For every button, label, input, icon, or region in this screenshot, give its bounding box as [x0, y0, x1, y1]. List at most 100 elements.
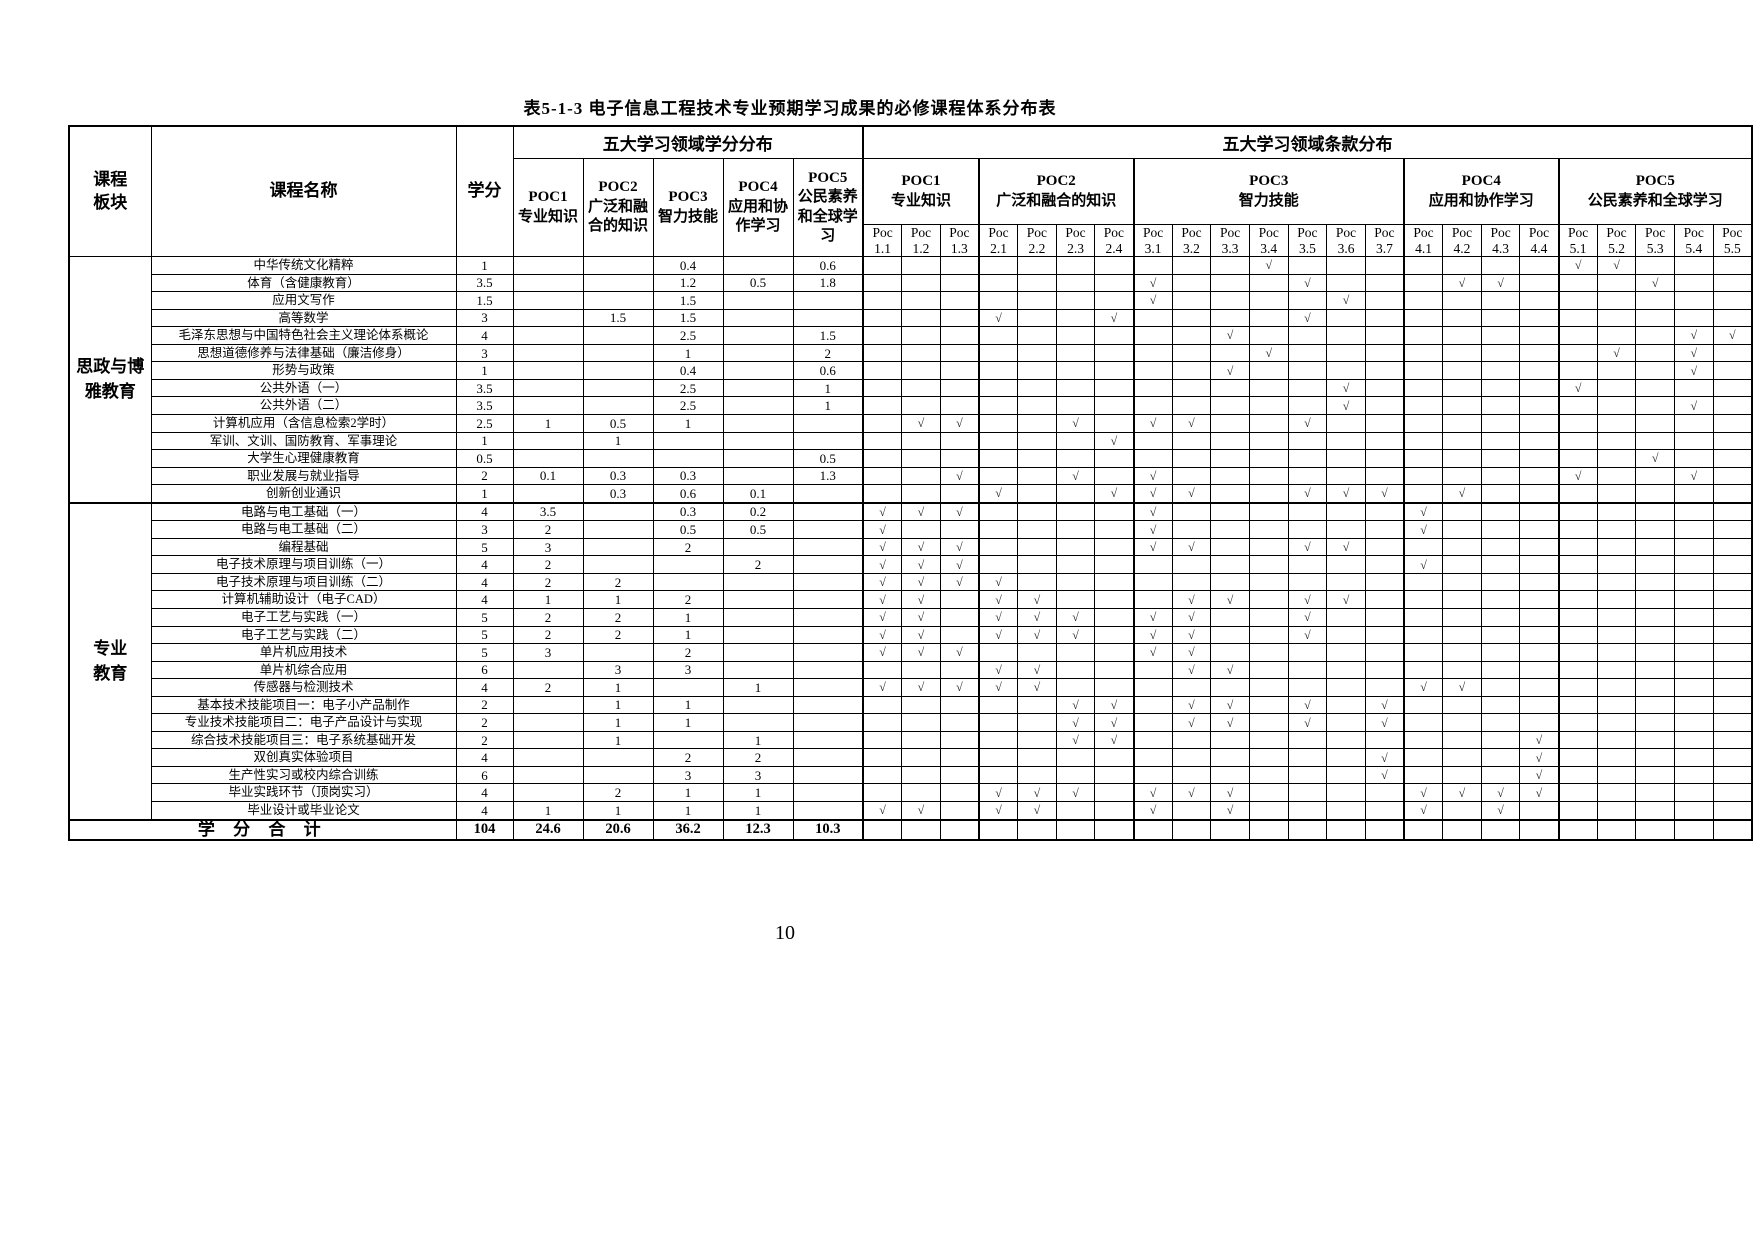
- poc-credit-cell: 2: [582, 783, 654, 802]
- check-cell: [977, 643, 1019, 662]
- check-cell: [1171, 520, 1212, 539]
- poc-subcol-header: Poc 3.3: [1210, 223, 1250, 258]
- check-cell: [1442, 695, 1482, 715]
- check-cell: [1094, 555, 1134, 574]
- table-row: 思政与博雅教育 中华传统文化精粹 1 0.4 0.6 √ √ √: [68, 256, 1753, 504]
- check-cell: [1402, 449, 1444, 468]
- check-cell: √: [1132, 625, 1173, 645]
- total-check-cell: [1132, 818, 1173, 841]
- credits-cell: 5: [455, 643, 514, 662]
- check-cell: [1519, 256, 1560, 275]
- check-cell: [1248, 361, 1289, 380]
- check-cell: √: [1557, 466, 1598, 486]
- check-cell: [1248, 484, 1289, 504]
- poc-credit-cell: 1: [582, 713, 654, 732]
- module-label: 思政与博雅教育: [76, 356, 145, 402]
- table-row: 公共外语（一） 3.5 2.5 1 √ √: [69, 378, 1753, 398]
- poc-credit-cell: [582, 501, 654, 522]
- poc-credit-cell: [512, 291, 584, 310]
- total-check-cell: [1055, 818, 1096, 841]
- poc-credit-cell: 3: [652, 660, 724, 680]
- poc-subcol-header: Poc 2.3: [1055, 223, 1096, 258]
- check-cell: [1480, 308, 1521, 328]
- check-cell: [1248, 466, 1289, 486]
- course-name-cell: 大学生心理健康教育: [150, 449, 457, 468]
- poc-credit-cell: 0.1: [722, 484, 794, 504]
- check-cell: [1055, 291, 1096, 310]
- check-cell: [1326, 695, 1366, 715]
- check-cell: [1094, 660, 1134, 680]
- check-cell: [1364, 660, 1405, 680]
- poc-credit-cell: 2: [582, 572, 654, 592]
- check-cell: [1596, 361, 1637, 380]
- credits-cell: 2: [455, 730, 514, 750]
- check-cell: [1557, 765, 1598, 785]
- check-cell: [1635, 730, 1675, 750]
- table-row: 计算机辅助设计（电子CAD） 4 1 1 2 √ √ √ √ √ √ √ √: [69, 590, 1753, 609]
- check-cell: [1055, 660, 1096, 680]
- check-cell: √: [977, 484, 1019, 504]
- check-cell: [1326, 660, 1366, 680]
- credits-cell: 1.5: [455, 291, 514, 310]
- check-cell: [901, 660, 941, 680]
- module-cell: 专业教育: [68, 501, 152, 821]
- table-row: 思想道德修养与法律基础（廉洁修身） 3 1 2 √ √ √: [69, 343, 1753, 363]
- credits-cell: 6: [455, 765, 514, 785]
- check-cell: [1210, 291, 1250, 310]
- poc-credit-cell: 1: [582, 695, 654, 715]
- check-cell: [1326, 256, 1366, 275]
- check-cell: [1402, 361, 1444, 380]
- check-cell: [1094, 273, 1134, 293]
- check-cell: [1596, 449, 1637, 468]
- check-cell: [1210, 555, 1250, 574]
- course-name-cell: 电路与电工基础（一）: [150, 501, 457, 522]
- check-cell: [939, 326, 980, 345]
- check-cell: [901, 449, 941, 468]
- course-name-cell: 计算机应用（含信息检索2学时）: [150, 413, 457, 433]
- check-cell: [1364, 501, 1405, 522]
- check-cell: [1094, 572, 1134, 592]
- poc-credit-cell: [512, 273, 584, 293]
- check-cell: [1094, 800, 1134, 821]
- check-cell: [1519, 572, 1560, 592]
- course-name-cell: 电路与电工基础（二）: [150, 520, 457, 539]
- check-cell: [862, 765, 903, 785]
- poc-credit-cell: [722, 413, 794, 433]
- check-cell: √: [1017, 800, 1057, 821]
- check-cell: [1402, 291, 1444, 310]
- check-cell: [1519, 501, 1560, 522]
- check-cell: [1094, 361, 1134, 380]
- total-check-cell: [1442, 818, 1482, 841]
- check-cell: √: [1094, 713, 1134, 732]
- poc-credit-cell: [582, 326, 654, 345]
- check-cell: √: [1094, 484, 1134, 504]
- check-cell: √: [862, 625, 903, 645]
- check-cell: [901, 484, 941, 504]
- check-cell: [1171, 378, 1212, 398]
- poc-credit-cell: 1: [582, 800, 654, 821]
- check-cell: [1519, 431, 1560, 451]
- check-cell: [862, 713, 903, 732]
- check-cell: [1171, 256, 1212, 275]
- check-cell: [1557, 590, 1598, 609]
- check-cell: [1248, 590, 1289, 609]
- check-cell: √: [1017, 783, 1057, 802]
- check-cell: [1480, 501, 1521, 522]
- poc-credit-cell: [792, 607, 864, 627]
- check-cell: [1596, 643, 1637, 662]
- check-cell: √: [1326, 484, 1366, 504]
- check-cell: [1519, 466, 1560, 486]
- poc-credit-cell: [792, 308, 864, 328]
- check-cell: [1480, 678, 1521, 697]
- credits-cell: 5: [455, 537, 514, 557]
- check-cell: √: [1480, 273, 1521, 293]
- check-cell: [1248, 396, 1289, 415]
- check-cell: [1132, 555, 1173, 574]
- check-cell: [1557, 449, 1598, 468]
- poc-credit-cell: 2: [582, 625, 654, 645]
- check-cell: √: [1364, 695, 1405, 715]
- credits-cell: 4: [455, 678, 514, 697]
- check-cell: [1364, 431, 1405, 451]
- check-cell: [1596, 730, 1637, 750]
